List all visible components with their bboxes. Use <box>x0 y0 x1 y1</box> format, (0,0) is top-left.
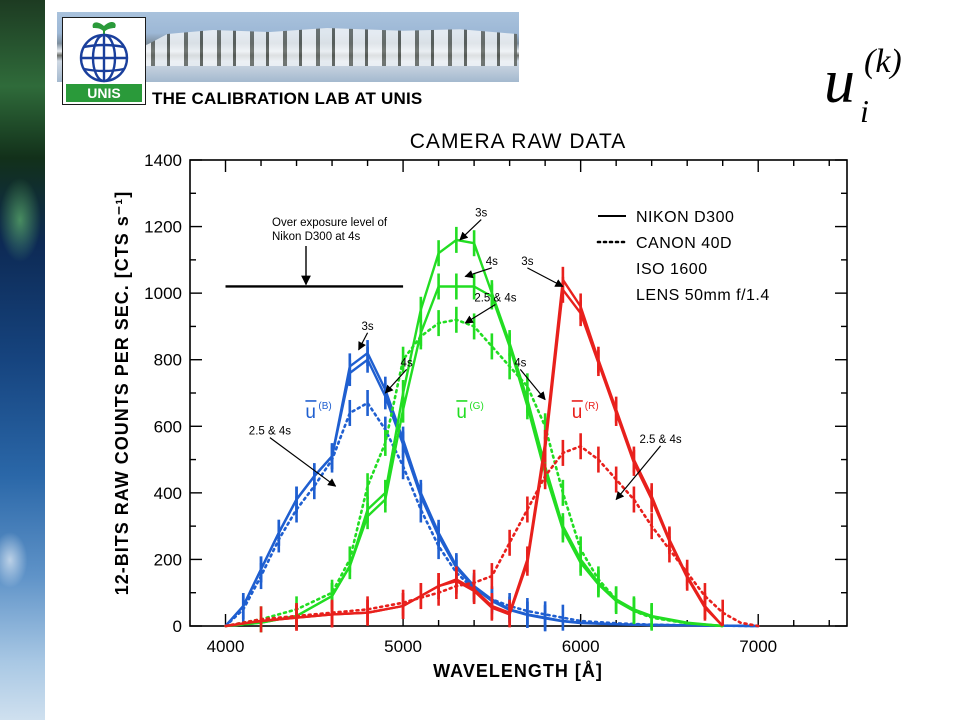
annotation-label: 3s <box>521 256 533 268</box>
series-R-dotted-8 <box>224 433 760 633</box>
x-tick-labels: 4000 5000 6000 7000 <box>207 637 778 656</box>
legend-entry: LENS 50mm f/1.4 <box>636 287 770 304</box>
overexposure-label-2: Nikon D300 at 4s <box>272 231 360 243</box>
x-tick-label: 6000 <box>562 637 600 656</box>
series-layer <box>224 226 760 633</box>
legend-entry: NIKON D300 <box>636 209 734 226</box>
channel-label: u (G) <box>456 400 484 423</box>
annotation-arrow <box>615 445 662 501</box>
annotation-label: 4s <box>514 357 526 369</box>
annotation-arrow <box>527 267 564 288</box>
legend: NIKON D300 CANON 40D ISO 1600 LENS 50mm f/1… <box>596 209 770 304</box>
series-B-dotted-2 <box>224 389 760 631</box>
series-line <box>224 318 725 628</box>
x-tick-label: 4000 <box>207 637 245 656</box>
y-tick-label: 0 <box>173 617 182 636</box>
annotation-label: 2.5 & 4s <box>249 426 291 438</box>
channel-label-sup: (B) <box>318 401 331 412</box>
channel-label-base: u <box>572 402 583 423</box>
series-line <box>224 358 759 628</box>
overexposure-marker: Over exposure level of Nikon D300 at 4s <box>225 217 404 288</box>
annotation-label: 2.5 & 4s <box>639 434 681 446</box>
plot-frame <box>189 159 848 627</box>
channel-label-base: u <box>456 402 467 423</box>
y-tick-label: 200 <box>154 550 182 569</box>
unis-logo: UNIS <box>62 17 146 105</box>
annotation-label: 2.5 & 4s <box>474 292 516 304</box>
y-tick-label: 1000 <box>144 284 182 303</box>
lab-title: THE CALIBRATION LAB AT UNIS <box>152 89 423 108</box>
x-tick-label: 5000 <box>384 637 422 656</box>
globe-icon: UNIS <box>66 21 142 102</box>
x-axis-label: WAVELENGTH [Å] <box>433 661 603 681</box>
x-tick-label: 7000 <box>739 637 777 656</box>
channel-label: u (B) <box>305 400 332 423</box>
series-line <box>225 288 724 628</box>
annotation-label: 4s <box>401 357 413 369</box>
y-tick-label: 400 <box>154 484 182 503</box>
channel-label-sup: (R) <box>585 401 599 412</box>
channel-label-base: u <box>305 402 316 423</box>
formula-u-i-k: u i (k) <box>824 44 902 124</box>
series-line <box>224 401 760 628</box>
legend-entry: ISO 1600 <box>636 261 708 278</box>
annotation-arrow <box>459 219 482 241</box>
annotation-label: 3s <box>361 321 373 333</box>
channel-label-sup: (G) <box>469 401 483 412</box>
y-tick-label: 1400 <box>144 151 182 170</box>
annotation-arrow <box>384 368 408 394</box>
overexposure-label-1: Over exposure level of <box>272 217 388 229</box>
side-background-strip <box>0 0 45 720</box>
channel-labels: u (B) u (G) u (R) <box>305 400 599 423</box>
channel-label: u (R) <box>571 400 599 423</box>
y-tick-label: 800 <box>154 351 182 370</box>
annotation-label: 4s <box>486 256 498 268</box>
formula-superscript: (k) <box>864 44 902 80</box>
annotation-arrow <box>358 332 369 351</box>
formula-subscript: i <box>860 93 869 124</box>
annotation-arrow <box>269 437 337 487</box>
axis-ticks <box>190 159 847 627</box>
annotation-arrow <box>519 368 546 401</box>
y-tick-label: 600 <box>154 417 182 436</box>
annotation-arrow <box>464 303 496 324</box>
annotation-label: 3s <box>475 208 487 220</box>
legend-entry: CANON 40D <box>636 235 732 252</box>
logo-text: UNIS <box>87 85 120 101</box>
y-tick-label: 1200 <box>144 218 182 237</box>
annotation-arrow <box>464 267 493 279</box>
y-axis-label: 12-BITS RAW COUNTS PER SEC. [CTS s⁻¹] <box>112 191 132 596</box>
chart-title: CAMERA RAW DATA <box>410 130 626 153</box>
formula-base: u <box>824 48 855 116</box>
annotations: 3s 4s 2.5 & 4s 3s 4s 2.5 & 4s 4s 3s 2.5 & 4s <box>249 208 682 501</box>
y-tick-labels: 0 200 400 600 800 1000 1200 1400 <box>144 151 182 636</box>
